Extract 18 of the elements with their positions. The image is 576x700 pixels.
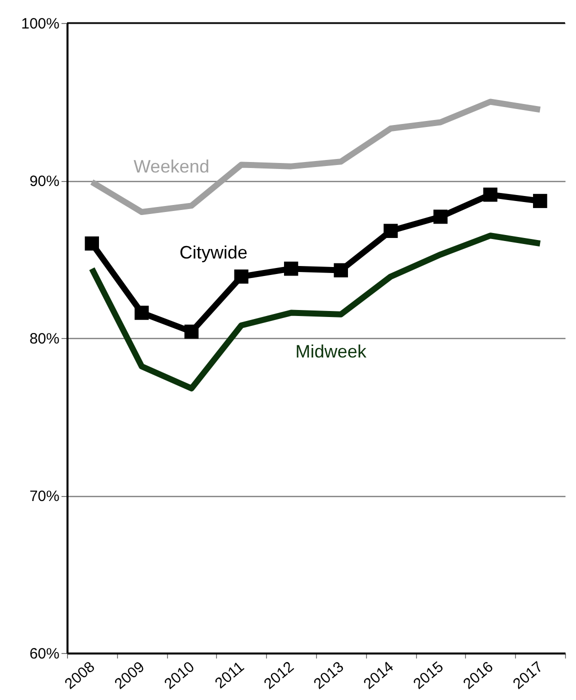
point: [84, 236, 99, 251]
point: [334, 263, 348, 278]
point: [134, 306, 149, 320]
y-tick-label: 80%: [29, 330, 60, 348]
point: [533, 194, 548, 208]
point: [234, 270, 248, 284]
point: [483, 188, 498, 202]
y-tick-label: 90%: [29, 173, 60, 190]
y-tick-label: 70%: [29, 488, 60, 505]
y-tick-label: 100%: [21, 16, 60, 32]
point: [384, 224, 398, 238]
y-tick-label: 60%: [29, 646, 60, 662]
series-label: Weekend: [134, 156, 210, 177]
point: [184, 324, 199, 339]
series-label: Midweek: [295, 341, 368, 362]
point: [433, 210, 448, 224]
series-label: Citywide: [179, 242, 248, 263]
point: [284, 262, 298, 276]
